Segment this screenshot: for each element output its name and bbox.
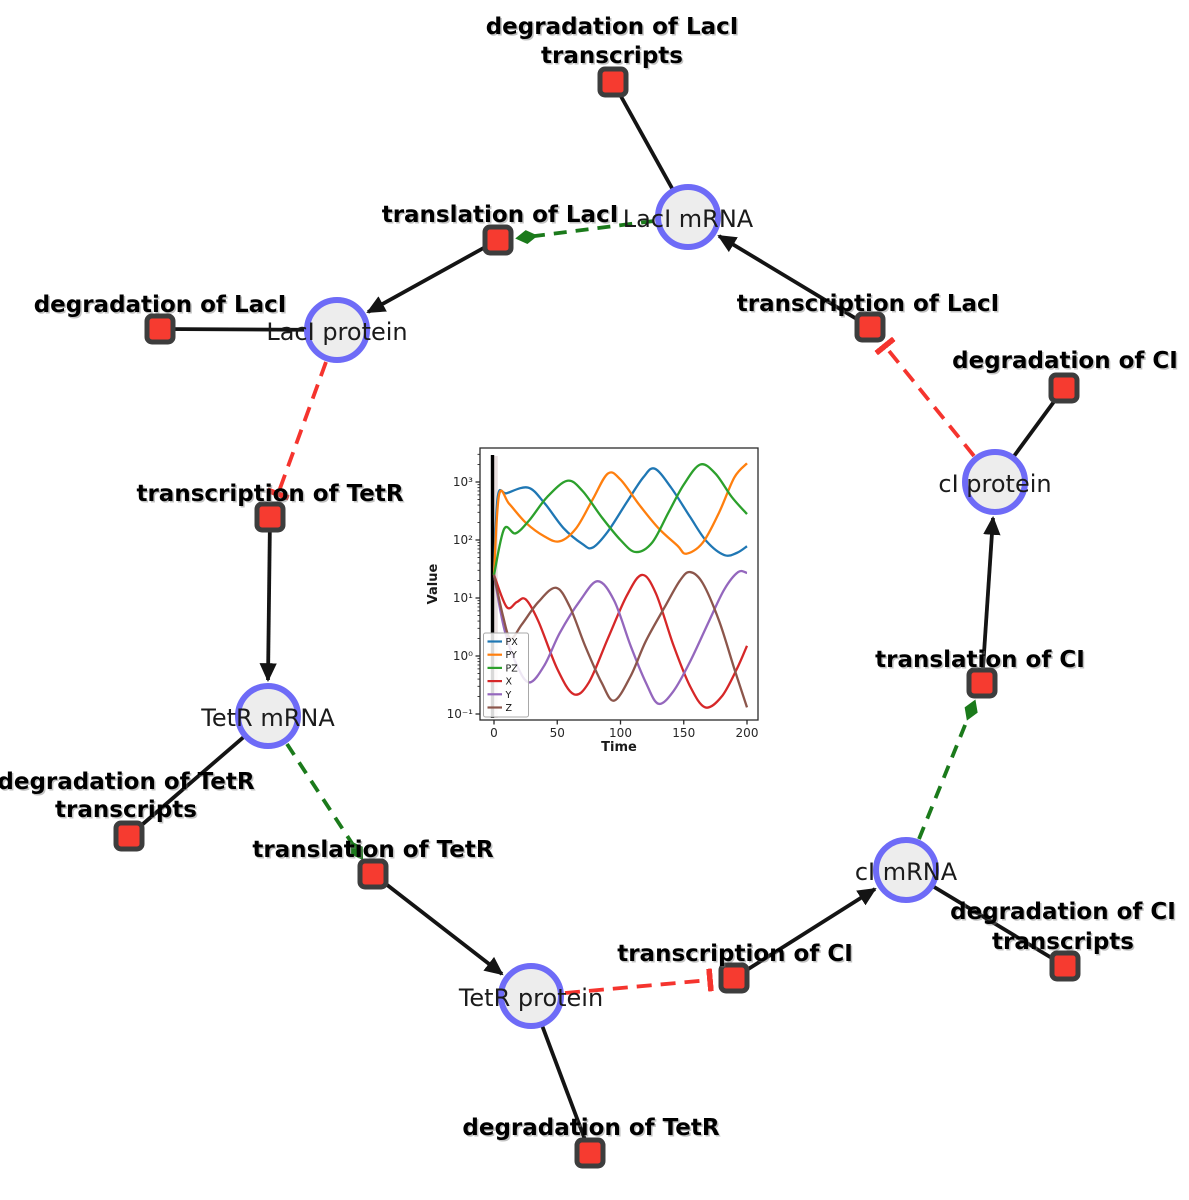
chart-legend: PX PY PZ XYZ	[483, 632, 529, 718]
x-tick-label: 200	[736, 726, 759, 740]
reaction-translation-of-tetr[interactable]	[357, 858, 389, 890]
legend-item-PZ: PZ	[506, 663, 519, 674]
reaction-label: transcripts	[992, 929, 1134, 955]
legend-item-X: X	[506, 677, 513, 688]
reaction-transcription-of-ci[interactable]	[718, 962, 750, 994]
series-line-PY	[492, 462, 748, 575]
series-line-PZ	[492, 463, 748, 576]
reaction-label: degradation of LacI	[486, 14, 739, 40]
species-ci-protein[interactable]	[962, 449, 1028, 515]
y-tick-label: 10³	[453, 475, 473, 489]
reaction-label: translation of TetR	[252, 837, 493, 863]
edge-translation-tetr-to-tetr-protein	[371, 872, 504, 976]
x-axis-label: Time	[601, 740, 637, 755]
reaction-label: transcription of CI	[617, 941, 853, 967]
legend-item-PX: PX	[506, 637, 519, 648]
edge-ci-mrna-modifies-translation	[917, 699, 978, 840]
species-label-ci-protein: cI protein	[938, 470, 1051, 498]
species-tetr-protein[interactable]	[498, 963, 564, 1029]
y-tick-label: 10¹	[453, 591, 473, 605]
species-laci-protein[interactable]	[304, 297, 370, 363]
x-tick-label: 50	[550, 726, 565, 740]
reaction-nodes	[113, 66, 1081, 1169]
species-label-laci-mrna: LacI mRNA	[623, 205, 754, 233]
reaction-label: translation of LacI	[382, 202, 619, 228]
reaction-label: transcripts	[541, 43, 683, 69]
reaction-labels: degradation of LacI transcripts translat…	[0, 14, 1178, 1141]
edge-transcription-tetr-to-tetr-mrna	[259, 516, 277, 682]
reaction-degradation-of-laci-transcripts[interactable]	[597, 66, 629, 98]
modifier-edges	[285, 219, 978, 861]
x-tick-label: 0	[490, 726, 498, 740]
reaction-degradation-of-ci-transcripts[interactable]	[1049, 950, 1081, 982]
reaction-degradation-of-ci[interactable]	[1048, 372, 1080, 404]
reaction-transcription-of-laci[interactable]	[854, 311, 886, 343]
timeseries-inset-chart: 0 50 100 150 200 10³ 10² 10¹ 10⁰ 10⁻¹ PX PY PZ XYZ T…	[425, 414, 775, 764]
reaction-label: degradation of CI	[952, 348, 1178, 374]
reaction-label: degradation of TetR	[462, 1115, 719, 1141]
series-line-Z	[492, 570, 749, 708]
species-nodes	[235, 184, 1028, 1029]
edge-transcription-ci-to-ci-mrna	[732, 887, 877, 980]
reaction-degradation-of-tetr-transcripts[interactable]	[113, 820, 145, 852]
series-line-PX	[492, 467, 748, 575]
species-label-tetr-mrna: TetR mRNA	[200, 704, 335, 732]
reaction-label: transcription of LacI	[737, 291, 1000, 317]
species-label-ci-mrna: cI mRNA	[855, 858, 958, 886]
edge-translation-ci-to-ci-protein	[980, 516, 1001, 684]
edge-laci-mrna-modifies-translation	[515, 219, 655, 245]
x-tick-label: 150	[672, 726, 695, 740]
reaction-label: degradation of CI	[950, 899, 1176, 925]
y-tick-label: 10⁻¹	[447, 707, 474, 721]
species-laci-mrna[interactable]	[655, 184, 721, 250]
series-line-X	[492, 573, 749, 709]
chart-background	[425, 414, 775, 764]
x-tick-label: 100	[609, 726, 632, 740]
species-tetr-mrna[interactable]	[235, 683, 301, 749]
legend-item-PY: PY	[506, 650, 518, 661]
edge-translation-laci-to-laci-protein	[366, 238, 499, 314]
reaction-translation-of-ci[interactable]	[966, 667, 998, 699]
edge-laci-protein-inhibits-transcription-tetr	[266, 361, 328, 501]
reaction-label: transcripts	[55, 797, 197, 823]
reaction-translation-of-laci[interactable]	[482, 224, 514, 256]
species-label-laci-protein: LacI protein	[266, 318, 407, 346]
legend-item-Y: Y	[505, 690, 512, 701]
legend-item-Z: Z	[506, 703, 513, 714]
y-axis-label: Value	[426, 563, 441, 604]
reaction-label: degradation of TetR	[0, 769, 255, 795]
reaction-transcription-of-tetr[interactable]	[254, 501, 286, 533]
edge-tetr-mrna-modifies-translation	[285, 742, 364, 861]
reaction-label: translation of CI	[875, 647, 1085, 673]
inhibition-edges	[266, 337, 976, 995]
species-labels: LacI mRNA LacI protein TetR mRNA TetR pr…	[200, 205, 1051, 1012]
edge-tetr-protein-inhibits-transcription-ci	[564, 968, 714, 995]
reaction-degradation-of-tetr[interactable]	[574, 1137, 606, 1169]
y-tick-label: 10²	[453, 533, 473, 547]
production-edges	[259, 234, 1001, 980]
reaction-label: degradation of LacI	[34, 292, 287, 318]
species-label-tetr-protein: TetR protein	[458, 984, 603, 1012]
species-ci-mrna[interactable]	[873, 837, 939, 903]
y-tick-label: 10⁰	[453, 649, 473, 663]
reaction-degradation-of-laci[interactable]	[144, 313, 176, 345]
reaction-label: transcription of TetR	[136, 481, 403, 507]
edge-transcription-laci-to-laci-mrna	[717, 234, 871, 329]
